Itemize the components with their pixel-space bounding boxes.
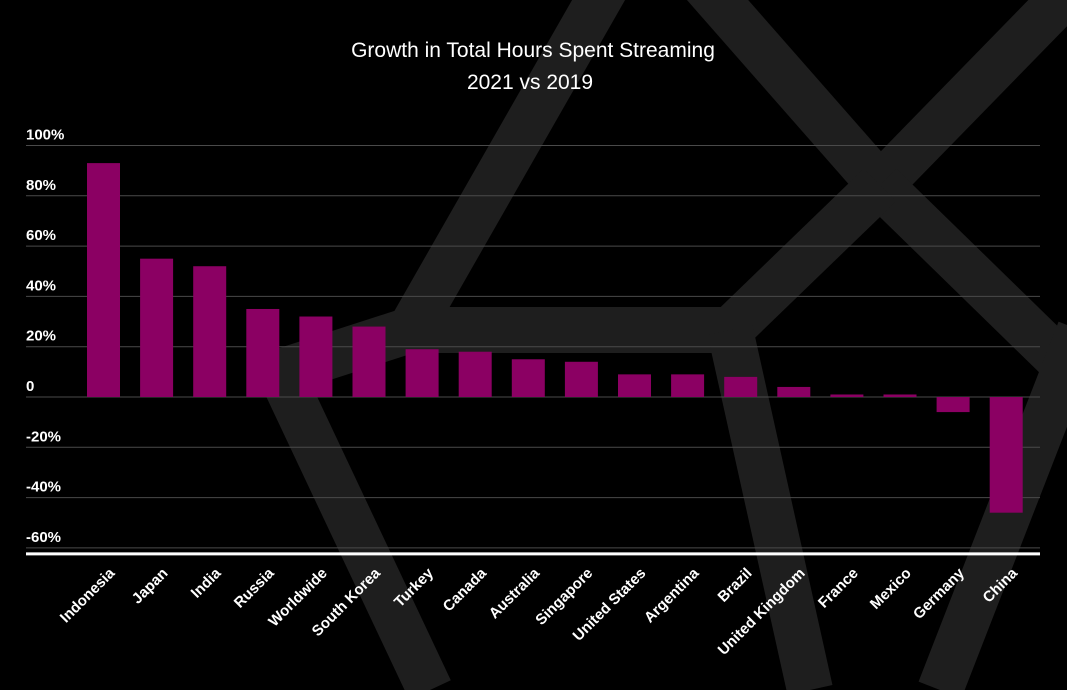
y-tick-label: 100% <box>26 127 64 144</box>
bar-chart: Growth in Total Hours Spent Streaming 20… <box>0 0 1067 690</box>
bar <box>140 259 173 397</box>
bar <box>512 359 545 397</box>
bar <box>459 352 492 397</box>
chart-title: Growth in Total Hours Spent Streaming <box>351 39 715 62</box>
x-tick-label: Argentina <box>641 564 703 626</box>
bar <box>87 163 120 397</box>
bar <box>830 394 863 397</box>
bar <box>193 266 226 397</box>
y-tick-label: 20% <box>26 328 56 345</box>
bar <box>406 349 439 397</box>
y-tick-label: -60% <box>26 529 61 546</box>
bar <box>990 397 1023 513</box>
bar <box>565 362 598 397</box>
x-tick-label: India <box>188 564 225 601</box>
bar <box>937 397 970 412</box>
bar <box>299 317 332 397</box>
y-axis: 100% 80% 60% 40% 20% 0 -20% -40% -60% <box>26 127 64 546</box>
y-tick-label: -20% <box>26 428 61 445</box>
x-axis: Indonesia Japan India RussiaWorldwideSouth … <box>57 564 1022 658</box>
x-tick-label: Brazil <box>715 565 756 606</box>
bar <box>777 387 810 397</box>
y-tick-label: 80% <box>26 177 56 194</box>
y-tick-label: 60% <box>26 227 56 244</box>
x-tick-label: Russia <box>231 564 278 611</box>
y-tick-label: 0 <box>26 378 34 395</box>
y-tick-label: 40% <box>26 277 56 294</box>
x-tick-label: Mexico <box>867 565 915 613</box>
y-tick-label: -40% <box>26 479 61 496</box>
x-tick-label: France <box>815 565 862 612</box>
x-tick-label: Canada <box>440 564 491 615</box>
x-tick-label: Japan <box>129 565 172 608</box>
bar <box>353 327 386 397</box>
bar <box>671 374 704 397</box>
bar <box>724 377 757 397</box>
bar <box>618 374 651 397</box>
x-tick-label: Indonesia <box>57 564 119 626</box>
bar <box>246 309 279 397</box>
bar <box>884 394 917 397</box>
chart-subtitle: 2021 vs 2019 <box>467 71 593 94</box>
